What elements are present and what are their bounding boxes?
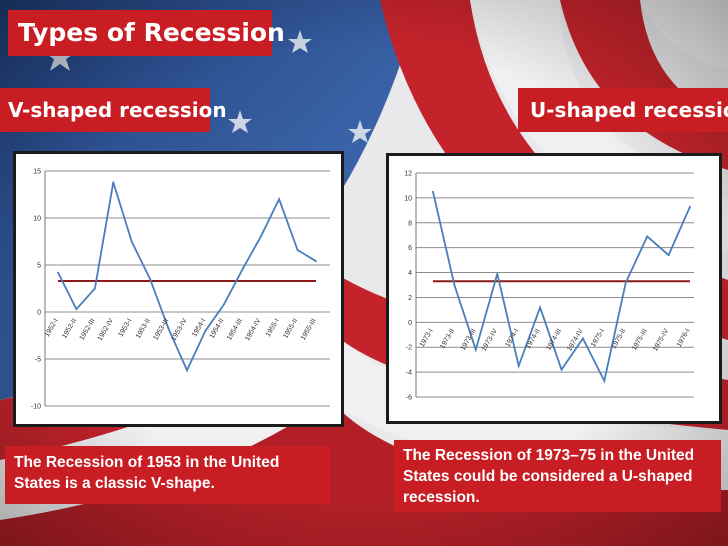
v-chart-data-point: [315, 260, 317, 263]
v-chart-x-tick-label: 1953-I: [117, 317, 133, 338]
v-chart-x-tick-label: 1953-IV: [170, 317, 188, 342]
v-chart-data-point: [57, 271, 59, 274]
v-caption: The Recession of 1953 in the United Stat…: [5, 446, 330, 504]
u-chart-y-tick-label: -6: [406, 395, 412, 402]
u-chart-data-point: [603, 379, 606, 382]
v-chart-data-point: [296, 249, 299, 251]
v-chart-y-tick-label: 10: [33, 216, 41, 223]
v-chart-y-tick-label: -10: [31, 404, 41, 411]
u-chart-data-point: [667, 254, 670, 257]
u-chart-y-tick-label: -2: [406, 345, 412, 352]
v-chart-x-tick-label: 1952-I: [44, 317, 60, 338]
v-chart-data-point: [112, 181, 115, 184]
u-chart-data-point: [560, 368, 563, 371]
v-shaped-chart: 15 10 5 0 -5 -10 1952-I 1952-II 1952-III 1952-IV 1…: [13, 151, 344, 427]
u-chart-data-point: [453, 284, 456, 286]
v-chart-y-tick-label: 5: [37, 263, 41, 270]
u-chart-y-tick-label: 4: [408, 270, 412, 277]
v-chart-x-tick-label: 1954-I: [191, 317, 207, 338]
u-chart-y-tick-label: -4: [406, 370, 412, 377]
v-chart-data-point: [93, 287, 96, 290]
v-chart-data-point: [278, 198, 281, 201]
u-chart-x-tick-label: 1974-I: [504, 328, 520, 349]
u-caption: The Recession of 1973–75 in the United S…: [394, 440, 721, 512]
u-chart-x-tick-label: 1973-IV: [481, 328, 499, 353]
v-chart-x-tick-label: 1952-III: [79, 317, 97, 341]
slide-title: Types of Recession: [8, 10, 285, 56]
v-chart-x-tick-label: 1953-II: [135, 317, 152, 339]
v-chart-data-point: [259, 235, 262, 238]
u-chart-y-tick-label: 6: [408, 245, 412, 252]
v-chart-series-line: [57, 182, 317, 373]
u-chart-data-point: [582, 337, 584, 340]
v-chart-x-tick-label: 1952-II: [61, 317, 78, 339]
u-chart-y-tick-label: 12: [404, 171, 412, 178]
v-chart-x-tick-label: 1955-I: [265, 317, 281, 338]
v-chart-data-point: [149, 278, 152, 280]
u-chart-data-point: [624, 281, 627, 284]
u-chart-data-point: [432, 190, 434, 193]
v-chart-data-point: [186, 369, 188, 372]
v-chart-x-tick-label: 1954-III: [226, 317, 244, 341]
u-chart-x-tick-label: 1975-IV: [652, 328, 670, 353]
v-chart-data-point: [204, 329, 207, 332]
v-shaped-label: V-shaped recession: [0, 88, 227, 132]
u-chart-data-point: [474, 348, 477, 351]
u-chart-y-tick-label: 2: [408, 295, 412, 302]
u-chart-y-tick-label: 0: [408, 320, 412, 327]
v-chart-x-tick-label: 1954-II: [209, 317, 226, 339]
v-chart-x-tick-label: 1955-III: [300, 317, 318, 341]
v-chart-data-point: [130, 240, 133, 243]
u-chart-x-tick-label: 1975-III: [631, 328, 649, 352]
v-chart-data-point: [75, 308, 78, 311]
u-shaped-chart: 12 10 8 6 4 2 0 -2 -4 -6 1973-I 1973-II 1973-III 1973…: [386, 153, 722, 424]
u-chart-x-tick-label: 1973-I: [419, 328, 435, 349]
u-chart-x-tick-label: 1975-I: [590, 328, 606, 349]
v-chart-x-tick-label: 1953-III: [152, 317, 170, 341]
u-chart-x-tick-label: 1976-I: [676, 328, 692, 349]
u-chart-data-point: [689, 205, 691, 208]
v-chart-x-tick-label: 1954-IV: [244, 317, 262, 342]
u-chart-y-tick-label: 10: [404, 195, 412, 202]
v-chart-x-tick-label: 1952-IV: [97, 317, 115, 342]
u-chart-data-point: [539, 306, 541, 309]
v-chart-data-point: [167, 328, 170, 330]
u-chart-data-point: [496, 272, 499, 275]
v-chart-y-tick-label: -5: [35, 357, 41, 364]
u-chart-data-point: [517, 364, 520, 367]
u-chart-y-tick-label: 8: [408, 220, 412, 227]
u-shaped-label: U-shaped recession: [518, 88, 728, 132]
u-chart-data-point: [646, 235, 649, 238]
v-chart-data-point: [222, 303, 225, 306]
v-chart-y-tick-label: 0: [37, 310, 41, 317]
v-chart-y-tick-label: 15: [33, 169, 41, 176]
u-chart-series-line: [432, 191, 691, 384]
v-chart-x-tick-label: 1955-II: [282, 317, 299, 339]
v-chart-data-point: [241, 268, 244, 271]
